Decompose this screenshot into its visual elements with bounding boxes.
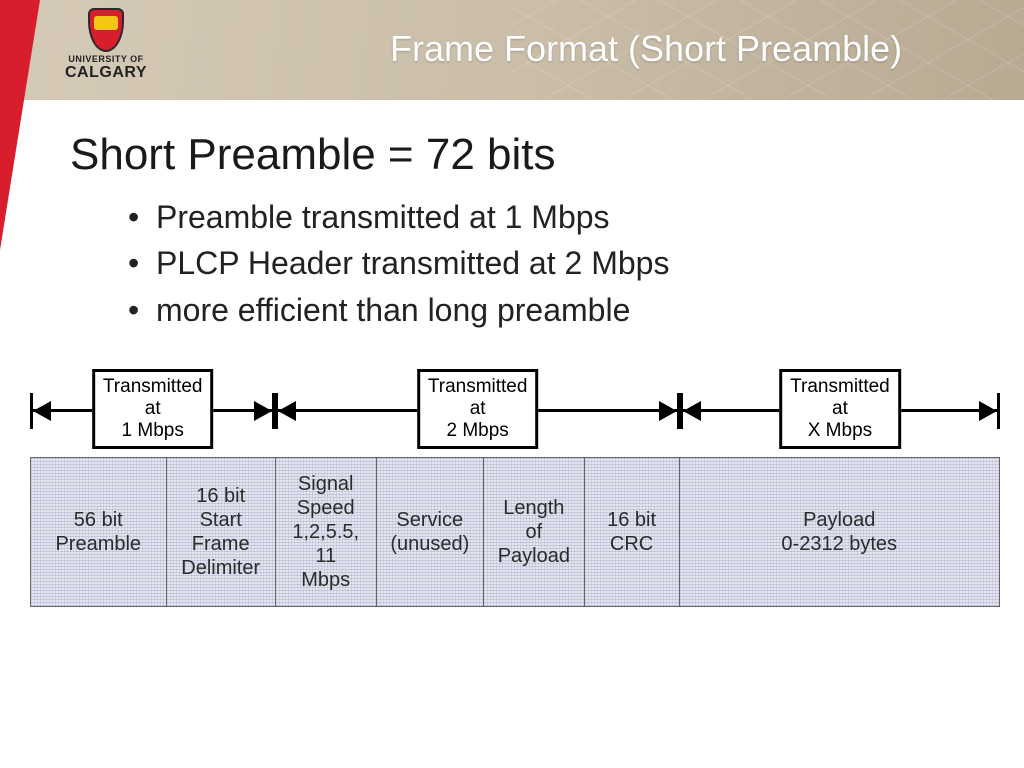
slide-header: UNIVERSITY OF CALGARY Frame Format (Shor… xyxy=(0,0,1024,100)
frame-field: Signal Speed 1,2,5.5, 11 Mbps xyxy=(276,458,377,606)
range-arrow: Transmitted at 1 Mbps xyxy=(30,365,275,455)
arrow-cap-right xyxy=(997,393,1000,429)
logo-line2: CALGARY xyxy=(65,64,147,82)
arrowhead-left-icon xyxy=(683,401,701,421)
frame-field: Payload 0-2312 bytes xyxy=(680,458,999,606)
arrowhead-right-icon xyxy=(979,401,997,421)
frame-field: Length of Payload xyxy=(484,458,585,606)
bullet-item: PLCP Header transmitted at 2 Mbps xyxy=(156,240,974,286)
arrowhead-right-icon xyxy=(254,401,272,421)
slide-title: Frame Format (Short Preamble) xyxy=(390,28,994,70)
main-heading: Short Preamble = 72 bits xyxy=(70,130,974,180)
crest-icon xyxy=(88,8,124,52)
logo-line1: UNIVERSITY OF xyxy=(65,54,147,64)
bullet-item: Preamble transmitted at 1 Mbps xyxy=(156,194,974,240)
transmission-ranges: Transmitted at 1 Mbps Transmitted at 2 Mb… xyxy=(30,365,1000,455)
frame-field: 16 bit Start Frame Delimiter xyxy=(167,458,276,606)
range-label: Transmitted at 1 Mbps xyxy=(92,369,214,449)
bullet-list: Preamble transmitted at 1 Mbps PLCP Head… xyxy=(70,194,974,333)
frame-diagram: Transmitted at 1 Mbps Transmitted at 2 Mb… xyxy=(30,365,1000,607)
range-arrow: Transmitted at X Mbps xyxy=(680,365,1000,455)
range-label: Transmitted at 2 Mbps xyxy=(417,369,539,449)
bullet-item: more efficient than long preamble xyxy=(156,287,974,333)
university-logo: UNIVERSITY OF CALGARY xyxy=(65,8,147,82)
range-arrow: Transmitted at 2 Mbps xyxy=(275,365,679,455)
arrowhead-left-icon xyxy=(33,401,51,421)
frame-field: 56 bit Preamble xyxy=(31,458,167,606)
frame-fields: 56 bit Preamble16 bit Start Frame Delimi… xyxy=(30,457,1000,607)
frame-field: 16 bit CRC xyxy=(585,458,680,606)
arrowhead-right-icon xyxy=(659,401,677,421)
content-area: Short Preamble = 72 bits Preamble transm… xyxy=(0,100,1024,333)
arrowhead-left-icon xyxy=(278,401,296,421)
frame-field: Service (unused) xyxy=(377,458,484,606)
range-label: Transmitted at X Mbps xyxy=(779,369,901,449)
